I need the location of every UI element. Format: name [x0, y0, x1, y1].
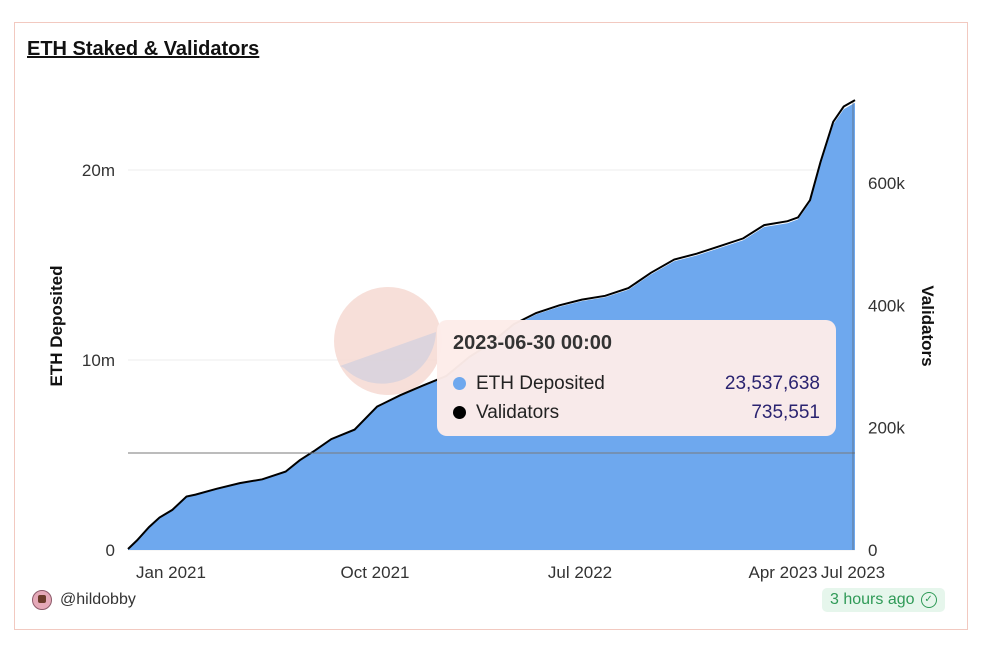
author-link[interactable]: @hildobby — [32, 590, 136, 610]
right-tick-label: 0 — [868, 541, 877, 560]
updated-text: 3 hours ago — [830, 591, 915, 608]
tooltip-value: 23,537,638 — [724, 372, 820, 394]
tooltip-row-eth: ETH Deposited 23,537,638 — [453, 369, 820, 398]
x-tick-label: Oct 2021 — [341, 563, 410, 582]
left-axis-ticks: 0 10m 20m — [82, 161, 115, 560]
tooltip-label: ETH Deposited — [476, 372, 605, 394]
right-tick-label: 200k — [868, 419, 905, 438]
series-area-eth-deposited — [128, 102, 855, 551]
watermark-logo — [334, 287, 442, 395]
left-tick-label: 0 — [106, 541, 115, 560]
left-axis-title: ETH Deposited — [47, 266, 66, 387]
right-axis-title: Validators — [918, 285, 937, 366]
check-icon: ✓ — [920, 592, 937, 608]
chart-title[interactable]: ETH Staked & Validators — [27, 38, 260, 60]
x-tick-label: Jul 2022 — [548, 563, 612, 582]
legend-dot-validators — [453, 406, 466, 419]
right-axis-ticks: 0 200k 400k 600k — [868, 174, 905, 560]
right-tick-label: 600k — [868, 174, 905, 193]
tooltip-value: 735,551 — [751, 401, 820, 423]
x-axis-ticks: Jan 2021 Oct 2021 Jul 2022 Apr 2023 Jul 2023 — [136, 563, 885, 582]
x-tick-label: Apr 2023 — [749, 563, 818, 582]
right-tick-label: 400k — [868, 296, 905, 315]
updated-badge: 3 hours ago ✓ — [822, 588, 945, 612]
legend-dot-eth-deposited — [453, 377, 466, 390]
avatar — [32, 590, 52, 610]
left-tick-label: 20m — [82, 161, 115, 180]
tooltip-date: 2023-06-30 00:00 — [453, 332, 613, 354]
x-tick-label: Jan 2021 — [136, 563, 206, 582]
hover-tooltip: 2023-06-30 00:00 ETH Deposited 23,537,63… — [437, 320, 836, 436]
tooltip-row-validators: Validators 735,551 — [453, 398, 820, 427]
tooltip-label: Validators — [476, 401, 560, 423]
author-name: @hildobby — [60, 591, 136, 608]
x-tick-label: Jul 2023 — [821, 563, 885, 582]
left-tick-label: 10m — [82, 351, 115, 370]
